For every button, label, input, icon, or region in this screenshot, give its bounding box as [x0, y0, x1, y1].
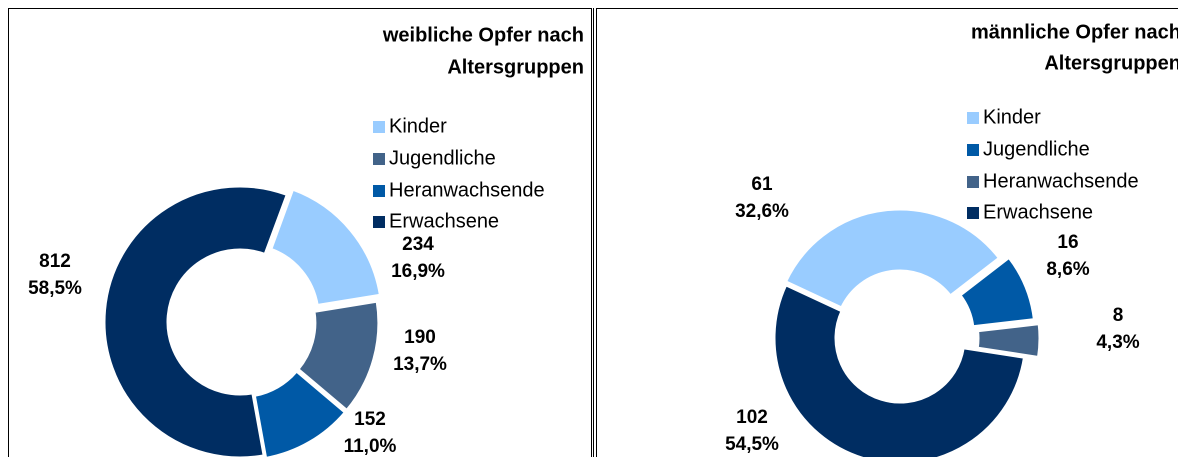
data-label: 4,3% [1096, 332, 1139, 353]
donut-segment [772, 282, 1027, 457]
legend-swatch [967, 207, 979, 219]
data-label: 13,7% [393, 354, 447, 375]
legend-swatch [967, 144, 979, 156]
legend-label: Erwachsene [389, 210, 499, 232]
data-label: 812 [39, 251, 71, 272]
chart-panel: weibliche Opfer nach Altersgruppen Kinder J… [28, 24, 584, 457]
data-label: 11,0% [344, 436, 397, 457]
panel-border [596, 8, 1178, 457]
legend-swatch [373, 153, 385, 165]
legend-label: Jugendliche [389, 147, 496, 169]
legend-label: Heranwachsende [983, 170, 1139, 192]
data-label: 102 [736, 407, 768, 428]
donut-segment [975, 321, 1042, 360]
legend-label: Kinder [983, 106, 1041, 128]
chart-title: Altersgruppen [447, 56, 584, 78]
data-label: 234 [402, 234, 434, 255]
legend-label: Erwachsene [983, 201, 1093, 223]
data-label: 54,5% [725, 434, 779, 455]
data-label: 16,9% [391, 261, 445, 282]
chart-panel: männliche Opfer nach Altersgruppen Kinder J… [725, 21, 1178, 457]
data-label: 61 [751, 174, 773, 195]
data-label: 8 [1113, 305, 1124, 326]
legend-label: Heranwachsende [389, 179, 545, 201]
chart-title: männliche Opfer nach [971, 21, 1178, 43]
legend-swatch [373, 121, 385, 133]
donut-segment [957, 255, 1037, 329]
legend-label: Jugendliche [983, 138, 1090, 160]
legend-swatch [373, 216, 385, 228]
chart-title: Altersgruppen [1044, 52, 1178, 74]
donut-segment [295, 299, 381, 413]
panel-border [8, 8, 592, 457]
data-label: 152 [354, 409, 386, 430]
legend-label: Kinder [389, 115, 447, 137]
data-label: 190 [404, 327, 436, 348]
data-label: 8,6% [1046, 259, 1089, 280]
donut-segment [783, 207, 1002, 310]
data-label: 32,6% [735, 201, 789, 222]
legend-swatch [967, 176, 979, 188]
legend-swatch [373, 185, 385, 197]
donut-segment [252, 368, 348, 457]
donut-segment [102, 184, 290, 457]
donut-segment [268, 187, 383, 308]
data-label: 58,5% [28, 278, 82, 299]
data-label: 16 [1057, 232, 1078, 253]
chart-title: weibliche Opfer nach [382, 24, 584, 46]
legend-swatch [967, 112, 979, 124]
